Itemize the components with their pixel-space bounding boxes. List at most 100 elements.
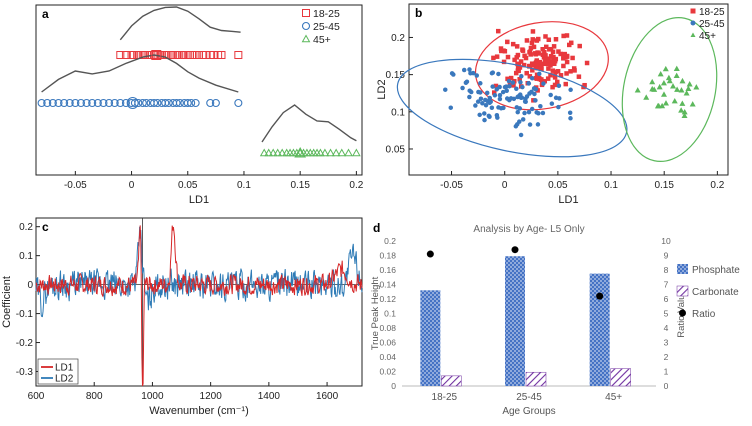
data-point-25-45 — [43, 98, 52, 108]
panel-d-category-label: 45+ — [605, 392, 622, 403]
data-point-18-25 — [209, 51, 218, 59]
data-point-25-45 — [474, 73, 480, 78]
data-point-18-25 — [544, 44, 549, 50]
data-point-25-45 — [497, 93, 503, 98]
data-point-45+ — [673, 65, 680, 72]
data-point-25-45 — [37, 98, 46, 108]
data-point-25-45 — [507, 83, 512, 89]
data-point-45+ — [320, 148, 330, 157]
data-point-25-45 — [206, 98, 215, 108]
data-point-18-25 — [542, 49, 547, 55]
data-point-18-25 — [491, 90, 497, 95]
data-point-25-45 — [524, 94, 530, 99]
panel-d: d Analysis by Age- L5 Only 0 0.02 0.04 0.06 0.… — [370, 221, 740, 417]
panel-d-y2tick-label: 6 — [664, 294, 669, 304]
data-point-18-25 — [515, 61, 520, 67]
data-point-18-25 — [527, 49, 533, 54]
panel-c-ytick-label: 0.2 — [19, 222, 33, 233]
data-point-25-45 — [234, 98, 243, 108]
data-point-45+ — [259, 148, 269, 157]
panel-d-legend: Phosphate Carbonate Ratio — [676, 264, 740, 320]
panel-d-category-label: 18-25 — [432, 392, 458, 403]
data-point-18-25 — [538, 65, 543, 70]
data-point-45+ — [649, 78, 656, 85]
data-point-45+ — [693, 84, 700, 90]
data-point-18-25 — [546, 37, 552, 43]
bar-phosphate — [420, 290, 441, 386]
data-point-18-25 — [576, 74, 582, 79]
data-point-45+ — [686, 81, 693, 87]
series-18-25 — [116, 6, 243, 59]
legend-marker-45+ — [690, 32, 696, 37]
data-point-18-25 — [536, 51, 541, 56]
data-point-25-45 — [556, 83, 562, 89]
data-point-25-45 — [527, 122, 533, 127]
data-point-25-45 — [467, 67, 472, 72]
data-point-25-45 — [482, 117, 487, 123]
data-point-25-45 — [506, 78, 512, 84]
legend-label-Phosphate: Phosphate — [692, 265, 740, 276]
legend-label-25-45: 25-45 — [699, 19, 725, 30]
data-point-25-45 — [477, 112, 482, 118]
data-point-25-45 — [116, 98, 125, 108]
panel-d-y2tick-label: 5 — [664, 309, 669, 319]
panel-d-y2tick-label: 10 — [661, 236, 671, 246]
data-point-25-45 — [121, 98, 130, 108]
data-point-45+ — [268, 148, 278, 157]
data-point-45+ — [681, 112, 688, 118]
data-point-18-25 — [561, 56, 566, 61]
data-point-45+ — [657, 71, 664, 77]
data-point-25-45 — [497, 96, 503, 102]
legend-marker-18-25 — [690, 8, 696, 14]
panel-a-xtick-label: 0.2 — [349, 180, 363, 191]
ratio-point — [596, 292, 604, 300]
mean-marker-25-45 — [126, 96, 139, 110]
data-point-18-25 — [520, 48, 526, 53]
data-point-25-45 — [522, 110, 527, 116]
panel-b-letter: b — [415, 6, 422, 20]
data-point-25-45 — [504, 88, 509, 93]
legend-marker-45+ — [301, 34, 311, 43]
panel-a-xtick-label: 0.15 — [290, 180, 310, 191]
panel-d-y2tick-label: 7 — [664, 280, 669, 290]
data-point-18-25 — [531, 44, 537, 50]
data-point-25-45 — [164, 98, 173, 108]
data-point-25-45 — [568, 116, 573, 121]
data-point-45+ — [683, 90, 690, 96]
data-point-18-25 — [548, 54, 554, 59]
data-point-25-45 — [478, 90, 483, 95]
data-point-25-45 — [48, 98, 57, 108]
panel-d-ytick-label: 0.18 — [379, 251, 396, 261]
data-point-18-25 — [518, 59, 524, 64]
data-point-18-25 — [505, 76, 510, 82]
data-point-25-45 — [496, 105, 501, 110]
panel-a-frame — [35, 4, 363, 176]
bar-carbonate — [525, 371, 547, 387]
data-point-25-45 — [535, 122, 541, 127]
data-point-18-25 — [495, 28, 501, 34]
data-point-18-25 — [528, 45, 534, 51]
data-point-45+ — [277, 148, 287, 157]
panel-c-xtick-label: 1000 — [141, 391, 164, 402]
data-point-18-25 — [543, 57, 548, 63]
mean-marker-45+ — [294, 146, 307, 158]
data-point-25-45 — [467, 94, 472, 100]
data-point-25-45 — [494, 112, 500, 118]
legend-label-25-45: 25-45 — [313, 21, 340, 33]
data-point-45+ — [679, 100, 686, 106]
data-point-25-45 — [489, 70, 495, 76]
data-point-18-25 — [561, 33, 566, 39]
data-point-18-25 — [582, 82, 587, 88]
legend-label-18-25: 18-25 — [313, 8, 340, 20]
data-point-18-25 — [564, 71, 569, 76]
data-point-25-45 — [161, 98, 170, 108]
data-point-25-45 — [518, 132, 524, 138]
legend-label-45+: 45+ — [313, 34, 331, 46]
data-point-25-45 — [82, 98, 91, 108]
data-point-18-25 — [534, 58, 540, 63]
legend-marker-18-25 — [302, 9, 310, 17]
legend-label-18-25: 18-25 — [699, 7, 725, 18]
density-curve-25-45 — [41, 54, 239, 93]
data-point-18-25 — [564, 53, 570, 59]
